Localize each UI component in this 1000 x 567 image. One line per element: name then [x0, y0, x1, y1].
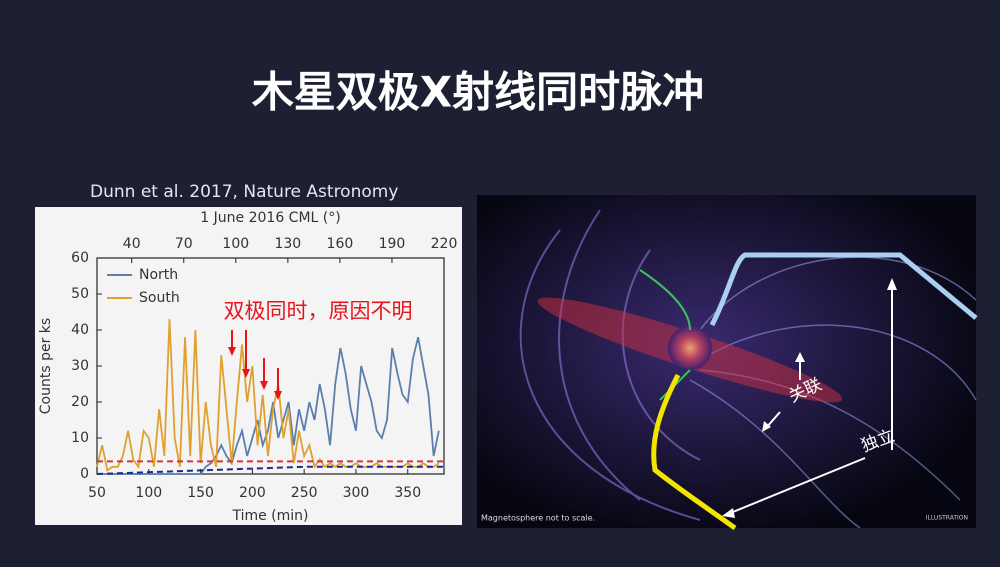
x2-tick-label: 190: [379, 236, 406, 252]
x2-tick-label: 70: [175, 236, 193, 252]
annotation: 双极同时，原因不明: [224, 299, 413, 323]
legend-label: South: [139, 290, 180, 306]
x-tick-label: 350: [394, 485, 421, 501]
y-tick-label: 50: [71, 286, 89, 302]
x-tick-label: 50: [88, 485, 106, 501]
x-tick-label: 250: [291, 485, 318, 501]
y-tick-label: 40: [71, 322, 89, 338]
series-line: [97, 336, 440, 475]
annotation-arrowhead: [274, 391, 282, 400]
illustration-caption: Magnetosphere not to scale.: [481, 514, 595, 523]
y-tick-label: 60: [71, 250, 89, 266]
x-tick-label: 150: [187, 485, 214, 501]
y-tick-label: 10: [71, 430, 89, 446]
annotation-arrowhead: [228, 347, 236, 356]
illustration: 关联 独立 Magnetosphere not to scale. ILLUST…: [477, 195, 978, 531]
annotation-arrowhead: [242, 369, 250, 378]
legend-label: North: [139, 267, 178, 283]
illustration-badge: ILLUSTRATION: [926, 515, 968, 522]
x2-tick-label: 130: [274, 236, 301, 252]
y-tick-label: 30: [71, 358, 89, 374]
x2-tick-label: 40: [123, 236, 141, 252]
slide-title: 木星双极X射线同时脉冲: [252, 68, 704, 117]
x-tick-label: 300: [343, 485, 370, 501]
x2-tick-label: 100: [222, 236, 249, 252]
x2-tick-label: 160: [327, 236, 354, 252]
model-line: [96, 465, 444, 475]
x-tick-label: 100: [135, 485, 162, 501]
x2-tick-label: 220: [431, 236, 458, 252]
x-axis-label: Time (min): [231, 508, 308, 524]
x-tick-label: 200: [239, 485, 266, 501]
x2-axis-label: 1 June 2016 CML (°): [200, 210, 340, 226]
citation: Dunn et al. 2017, Nature Astronomy: [90, 182, 398, 202]
annotation-arrowhead: [260, 381, 268, 390]
y-tick-label: 0: [80, 466, 89, 482]
y-axis-label: Counts per ks: [38, 318, 54, 414]
y-tick-label: 20: [71, 394, 89, 410]
